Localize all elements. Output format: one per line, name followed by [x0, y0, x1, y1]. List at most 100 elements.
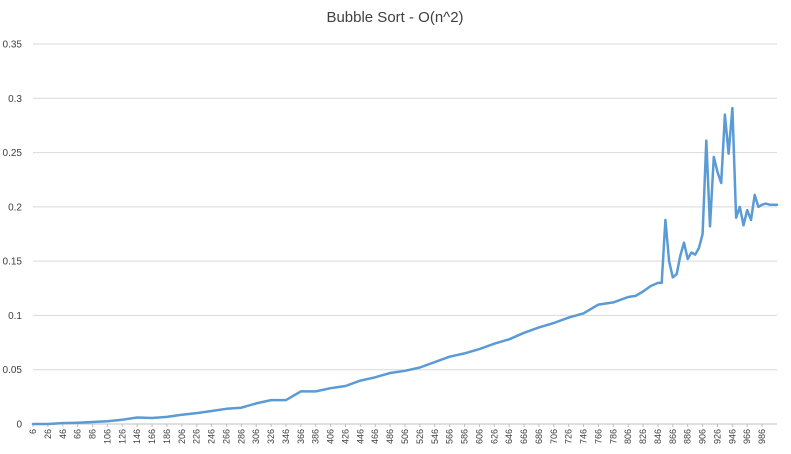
data-point	[121, 418, 124, 421]
x-tick-label: 906	[698, 429, 708, 444]
data-point	[300, 390, 302, 393]
x-tick-label: 946	[727, 429, 737, 444]
x-tick-label: 746	[579, 429, 589, 444]
x-tick-label: 386	[311, 429, 321, 444]
x-tick-label: 486	[385, 429, 395, 444]
x-tick-label: 146	[132, 429, 142, 444]
data-point	[255, 402, 257, 405]
x-tick-label: 666	[519, 429, 529, 444]
data-point	[642, 290, 644, 293]
data-point	[151, 417, 153, 419]
data-point	[713, 156, 715, 158]
data-point	[735, 216, 737, 219]
y-tick-label: 0.3	[8, 94, 22, 105]
data-point	[419, 366, 421, 369]
data-point	[434, 361, 436, 363]
data-point	[649, 285, 652, 287]
data-point	[106, 420, 109, 423]
data-point	[314, 390, 317, 393]
data-point	[686, 258, 689, 260]
x-tick-label: 466	[370, 429, 380, 444]
data-point	[210, 410, 213, 412]
y-tick-label: 0.25	[3, 148, 23, 159]
x-tick-label: 106	[102, 429, 112, 444]
data-point	[683, 241, 685, 244]
x-tick-label: 166	[147, 429, 157, 444]
data-point	[538, 326, 540, 329]
data-point	[724, 113, 726, 116]
data-point	[768, 203, 771, 206]
data-point	[553, 322, 555, 324]
x-tick-label: 46	[58, 429, 68, 439]
data-point	[761, 203, 763, 206]
data-point	[448, 355, 451, 358]
x-tick-label: 506	[400, 429, 410, 444]
x-tick-label: 566	[445, 429, 455, 444]
x-tick-label: 226	[192, 429, 202, 444]
data-point	[47, 423, 49, 425]
data-point	[716, 171, 719, 173]
data-point	[675, 273, 678, 276]
series-layer	[31, 106, 779, 426]
data-point	[709, 225, 711, 228]
data-point	[523, 332, 525, 334]
data-point	[225, 408, 228, 410]
x-tick-label: 786	[608, 429, 618, 444]
data-point	[91, 421, 94, 423]
data-point	[727, 152, 730, 155]
data-point	[776, 203, 778, 206]
x-tick-label: 246	[207, 429, 217, 444]
data-point	[508, 338, 511, 341]
data-point	[742, 224, 745, 227]
data-point	[772, 203, 775, 206]
x-tick-label: 966	[742, 429, 752, 444]
data-point	[285, 399, 287, 401]
data-point	[374, 376, 377, 379]
y-tick-label: 0	[16, 420, 22, 431]
data-point	[195, 412, 198, 414]
data-point	[166, 416, 168, 418]
x-tick-label: 366	[296, 429, 306, 444]
data-point	[582, 312, 585, 315]
x-tick-label: 206	[177, 429, 187, 444]
data-point	[463, 352, 466, 355]
data-point	[567, 316, 570, 319]
x-tick-label: 186	[162, 429, 172, 444]
data-point	[62, 422, 64, 424]
x-tick-label: 86	[88, 429, 98, 439]
data-point	[720, 182, 722, 184]
data-point	[664, 219, 667, 221]
data-point	[478, 348, 481, 350]
series-line	[31, 106, 779, 426]
data-point	[627, 296, 629, 298]
data-point	[240, 406, 243, 409]
y-tick-label: 0.05	[3, 365, 23, 376]
x-tick-label: 806	[623, 429, 633, 444]
data-point	[731, 107, 734, 109]
x-tick-label: 646	[504, 429, 514, 444]
x-tick-label: 826	[638, 429, 648, 444]
data-point	[668, 260, 670, 262]
data-point	[657, 282, 659, 284]
data-point	[32, 423, 34, 425]
x-tick-label: 846	[653, 429, 663, 444]
x-tick-label: 426	[340, 429, 350, 444]
x-tick-label: 726	[564, 429, 574, 444]
data-point	[181, 414, 183, 416]
x-tick-label: 986	[757, 429, 767, 444]
x-tick-label: 766	[593, 429, 603, 444]
data-point	[389, 372, 391, 374]
x-tick-label: 66	[73, 429, 83, 439]
y-tick-label: 0.15	[3, 257, 23, 268]
data-point	[597, 303, 600, 306]
x-tick-label: 866	[668, 429, 678, 444]
x-tick-label: 886	[683, 429, 693, 444]
data-point	[136, 416, 138, 419]
x-tick-label: 526	[415, 429, 425, 444]
data-point	[329, 387, 332, 390]
data-point	[705, 139, 708, 142]
x-tick-label: 706	[549, 429, 559, 444]
x-tick-label: 126	[117, 429, 127, 444]
data-point	[634, 295, 637, 297]
